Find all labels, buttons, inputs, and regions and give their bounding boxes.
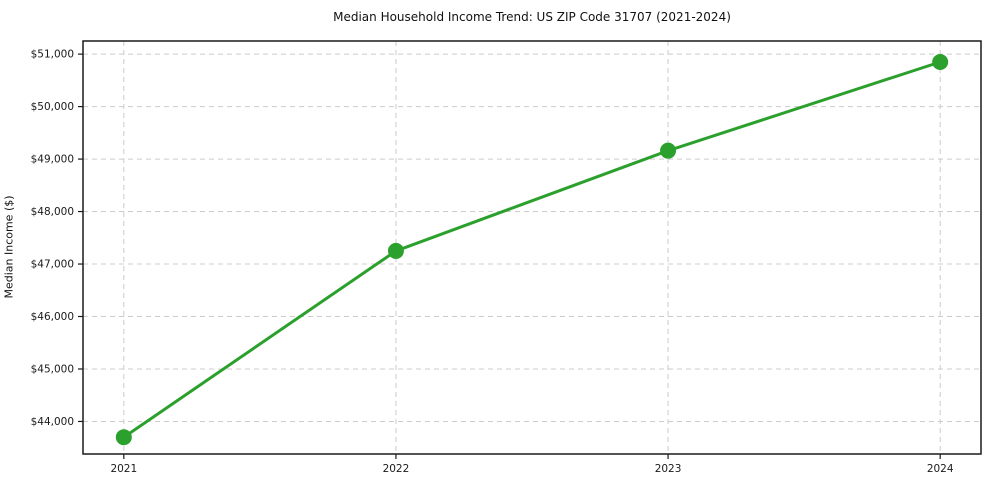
data-point <box>932 53 949 70</box>
y-tick-label: $48,000 <box>31 206 74 218</box>
y-tick-label: $49,000 <box>31 154 74 166</box>
y-tick-label: $44,000 <box>31 416 74 428</box>
x-tick-label: 2022 <box>383 463 410 475</box>
data-point <box>660 142 677 159</box>
data-point <box>387 242 404 259</box>
x-tick-label: 2024 <box>927 463 954 475</box>
x-tick-label: 2021 <box>110 463 137 475</box>
y-tick-label: $50,000 <box>31 101 74 113</box>
data-line <box>122 60 942 439</box>
chart-title: Median Household Income Trend: US ZIP Co… <box>333 10 731 24</box>
data-point <box>115 429 132 446</box>
x-tick-label: 2023 <box>655 463 682 475</box>
axes-spines <box>82 40 982 455</box>
y-tick-label: $51,000 <box>31 49 74 61</box>
y-tick-label: $45,000 <box>31 363 74 375</box>
y-tick-label: $46,000 <box>31 311 74 323</box>
y-tick-label: $47,000 <box>31 259 74 271</box>
